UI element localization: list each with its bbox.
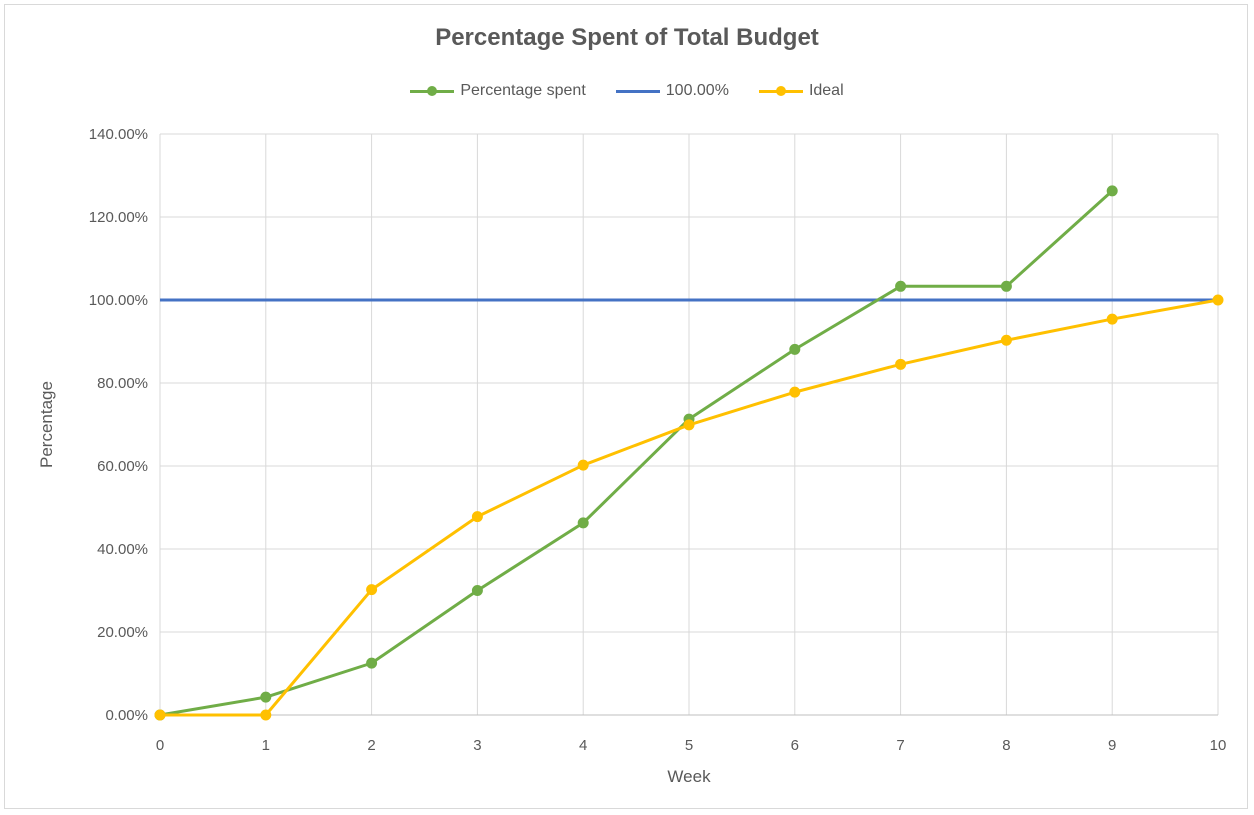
y-tick-label: 0.00%	[105, 707, 148, 724]
data-point-percentage-spent	[1000, 280, 1012, 292]
chart-frame	[4, 4, 1248, 809]
x-tick-label: 2	[367, 737, 375, 754]
x-axis-label: Week	[667, 767, 711, 786]
data-point-percentage-spent	[789, 343, 801, 355]
grid-lines	[159, 133, 1219, 716]
x-tick-label: 7	[896, 737, 904, 754]
legend-item-ideal: Ideal	[758, 82, 844, 100]
x-tick-label: 8	[1002, 737, 1010, 754]
x-tick-label: 0	[156, 737, 164, 754]
data-point-ideal	[683, 419, 695, 431]
y-tick-label: 60.00%	[97, 458, 148, 475]
chart-legend: Percentage spent 100.00% Ideal	[0, 82, 1254, 100]
data-point-percentage-spent	[471, 585, 483, 596]
x-tick-label: 3	[473, 737, 481, 754]
y-tick-label: 100.00%	[89, 292, 148, 309]
axes: 0.00% 20.00% 40.00% 60.00% 80.00% 100.00% 120.…	[89, 126, 1227, 754]
x-tick-label: 1	[262, 737, 270, 754]
data-point-percentage-spent	[577, 517, 589, 529]
x-tick-label: 9	[1108, 737, 1116, 754]
y-tick-label: 120.00%	[89, 209, 148, 226]
data-point-ideal	[789, 386, 801, 398]
data-point-ideal	[260, 709, 272, 721]
legend-item-100-percent: 100.00%	[615, 82, 729, 100]
legend-swatch-percentage-spent	[410, 84, 455, 98]
data-point-ideal	[154, 709, 166, 721]
data-point-ideal	[1212, 294, 1224, 306]
data-point-percentage-spent	[895, 280, 907, 292]
data-point-percentage-spent	[260, 691, 272, 703]
data-point-percentage-spent	[1106, 185, 1118, 197]
legend-swatch-100-percent	[615, 84, 660, 98]
y-tick-label: 40.00%	[97, 541, 148, 558]
legend-label-ideal: Ideal	[808, 82, 844, 99]
legend-swatch-ideal	[758, 84, 803, 98]
data-point-ideal	[471, 511, 483, 523]
series-layer	[154, 185, 1224, 721]
data-point-percentage-spent	[366, 657, 378, 669]
y-tick-label: 140.00%	[89, 126, 148, 143]
y-axis-label: Percentage	[37, 381, 56, 468]
data-point-ideal	[1106, 313, 1118, 325]
x-tick-label: 6	[791, 737, 799, 754]
x-tick-label: 5	[685, 737, 693, 754]
legend-label-percentage-spent: Percentage spent	[460, 82, 586, 99]
x-tick-label: 4	[579, 737, 587, 754]
y-tick-label: 80.00%	[97, 375, 148, 392]
chart-title: Percentage Spent of Total Budget	[435, 24, 819, 51]
data-point-ideal	[895, 358, 907, 370]
legend-label-100-percent: 100.00%	[665, 82, 729, 99]
data-point-ideal	[366, 584, 378, 596]
data-point-ideal	[1000, 334, 1012, 346]
data-point-ideal	[577, 459, 589, 471]
y-tick-label: 20.00%	[97, 624, 148, 641]
legend-item-percentage-spent: Percentage spent	[410, 82, 586, 100]
x-tick-label: 10	[1210, 737, 1227, 754]
series-line-percentage-spent	[159, 189, 1114, 717]
